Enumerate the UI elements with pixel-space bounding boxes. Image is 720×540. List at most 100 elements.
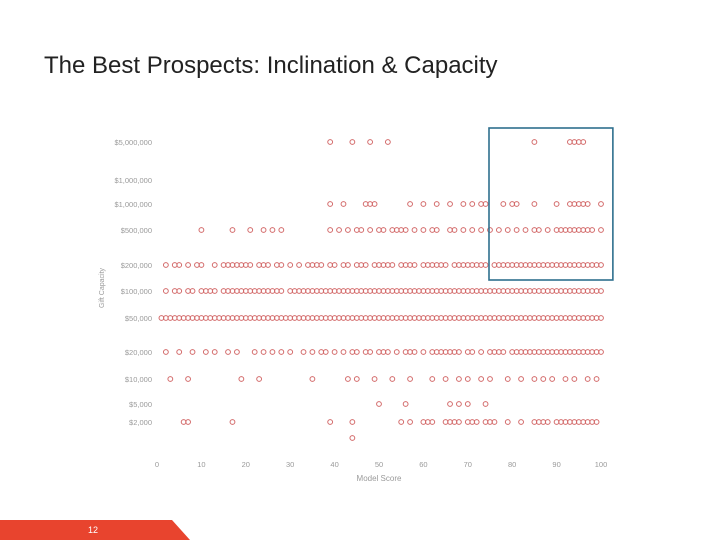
x-tick-label: 0 bbox=[155, 460, 159, 469]
scatter-points bbox=[158, 139, 604, 441]
data-point bbox=[198, 227, 205, 233]
data-point bbox=[495, 227, 502, 233]
data-point bbox=[487, 376, 493, 382]
data-point bbox=[287, 349, 294, 355]
data-point bbox=[345, 376, 351, 382]
x-tick-label: 70 bbox=[464, 460, 472, 469]
data-point bbox=[456, 376, 462, 382]
data-point bbox=[278, 288, 285, 294]
data-point bbox=[433, 201, 440, 207]
data-point bbox=[265, 262, 271, 268]
data-point bbox=[309, 349, 316, 355]
data-point bbox=[451, 227, 458, 233]
data-point bbox=[491, 419, 498, 425]
data-point bbox=[504, 419, 511, 425]
x-tick-label: 20 bbox=[242, 460, 250, 469]
x-tick-label: 50 bbox=[375, 460, 383, 469]
data-point bbox=[260, 349, 267, 355]
y-axis-labels: $2,000 $5,000 $10,000 $20,000 $50,000 $100,00… bbox=[114, 138, 152, 427]
data-point bbox=[349, 419, 356, 425]
data-point bbox=[584, 201, 591, 207]
data-point bbox=[229, 227, 236, 233]
data-point bbox=[327, 419, 334, 425]
data-point bbox=[269, 349, 276, 355]
data-point bbox=[478, 376, 485, 382]
data-point bbox=[584, 376, 591, 382]
x-axis-labels: 0 10 20 30 40 50 60 70 80 90 100 bbox=[155, 460, 607, 469]
data-point bbox=[327, 227, 334, 233]
data-point bbox=[402, 401, 409, 407]
data-point bbox=[460, 227, 467, 233]
y-tick-label: $2,000 bbox=[129, 418, 152, 427]
data-point bbox=[482, 401, 489, 407]
data-point bbox=[211, 349, 218, 355]
data-point bbox=[189, 349, 196, 355]
data-point bbox=[362, 262, 369, 268]
data-point bbox=[398, 419, 405, 425]
data-point bbox=[349, 435, 356, 441]
data-point bbox=[598, 201, 604, 207]
x-tick-label: 80 bbox=[508, 460, 516, 469]
data-point bbox=[367, 227, 374, 233]
data-point bbox=[429, 376, 436, 382]
data-point bbox=[420, 201, 427, 207]
data-point bbox=[464, 401, 471, 407]
data-point bbox=[260, 227, 267, 233]
data-point bbox=[256, 376, 263, 382]
x-tick-label: 40 bbox=[330, 460, 338, 469]
data-point bbox=[518, 419, 524, 425]
data-point bbox=[456, 349, 462, 355]
data-point bbox=[500, 201, 507, 207]
x-tick-label: 90 bbox=[552, 460, 560, 469]
data-point bbox=[287, 262, 294, 268]
x-tick-label: 30 bbox=[286, 460, 294, 469]
data-point bbox=[469, 227, 476, 233]
data-point bbox=[353, 376, 360, 382]
data-point bbox=[593, 376, 600, 382]
data-point bbox=[544, 227, 551, 233]
data-point bbox=[589, 227, 596, 233]
data-point bbox=[442, 376, 449, 382]
data-point bbox=[402, 227, 409, 233]
x-tick-label: 60 bbox=[419, 460, 427, 469]
y-axis-title: Gift Capacity bbox=[99, 267, 106, 308]
y-tick-label: $1,000,000 bbox=[114, 176, 152, 185]
highlight-box bbox=[488, 127, 614, 281]
data-point bbox=[247, 227, 254, 233]
data-point bbox=[531, 139, 538, 145]
data-point bbox=[198, 262, 205, 268]
data-point bbox=[487, 227, 493, 233]
data-point bbox=[189, 288, 196, 294]
page-number: 12 bbox=[88, 525, 99, 535]
data-point bbox=[460, 201, 467, 207]
data-point bbox=[593, 419, 600, 425]
data-point bbox=[531, 201, 538, 207]
data-point bbox=[473, 419, 480, 425]
data-point bbox=[535, 227, 542, 233]
data-point bbox=[331, 262, 338, 268]
x-tick-label: 10 bbox=[197, 460, 205, 469]
data-point bbox=[345, 227, 351, 233]
data-point bbox=[371, 201, 378, 207]
data-point bbox=[531, 376, 538, 382]
data-point bbox=[296, 262, 302, 268]
data-point bbox=[371, 376, 378, 382]
data-point bbox=[340, 201, 347, 207]
data-point bbox=[167, 376, 174, 382]
y-tick-label: $5,000 bbox=[129, 400, 152, 409]
data-point bbox=[411, 349, 418, 355]
data-point bbox=[464, 376, 471, 382]
data-point bbox=[358, 227, 365, 233]
slide-title: The Best Prospects: Inclination & Capaci… bbox=[44, 52, 498, 79]
data-point bbox=[162, 262, 169, 268]
data-point bbox=[318, 262, 325, 268]
data-point bbox=[353, 349, 360, 355]
data-point bbox=[367, 139, 374, 145]
x-axis-title: Model Score bbox=[357, 474, 402, 483]
data-point bbox=[598, 262, 604, 268]
data-point bbox=[598, 315, 604, 321]
data-point bbox=[407, 376, 413, 382]
data-point bbox=[540, 376, 547, 382]
data-point bbox=[553, 201, 560, 207]
